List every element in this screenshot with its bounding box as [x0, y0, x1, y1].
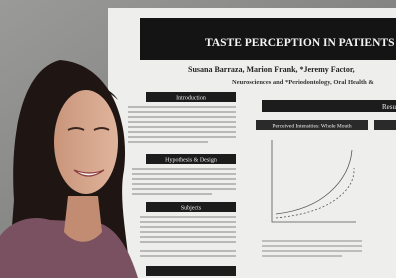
chart-title-bar — [374, 120, 396, 130]
text-lines — [140, 216, 236, 257]
section-label: Hypothesis & Design — [165, 158, 217, 164]
results-header: Resu — [382, 103, 396, 111]
page: {"poster": { "title": "TASTE PERCEPTION … — [0, 0, 396, 278]
poster-title: TASTE PERCEPTION IN PATIENTS W — [205, 37, 396, 49]
photo: TASTE PERCEPTION IN PATIENTS W Susana Ba… — [0, 0, 396, 278]
chart-title: Perceived Intensities: Whole Mouth — [272, 124, 351, 130]
poster-affiliation: Neurosciences and *Periodontology, Oral … — [232, 79, 374, 86]
poster-authors: Susana Barraza, Marion Frank, *Jeremy Fa… — [188, 65, 355, 74]
face — [54, 90, 118, 194]
neck — [64, 196, 102, 242]
section-label: Subjects — [181, 206, 202, 212]
results-bar — [262, 100, 396, 112]
section-header — [146, 266, 236, 276]
section-label: Introduction — [176, 96, 206, 102]
